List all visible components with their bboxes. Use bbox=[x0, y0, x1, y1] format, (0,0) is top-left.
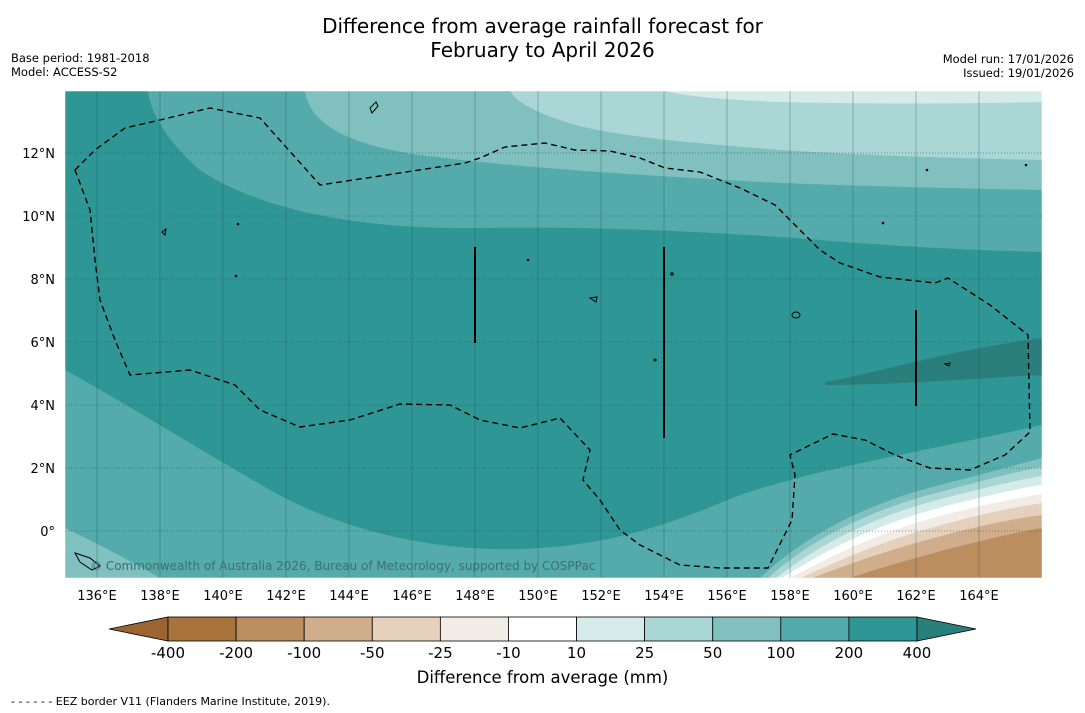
colorbar-tick-label: -10 bbox=[496, 644, 521, 662]
lon-tick-label: 136°E bbox=[77, 589, 117, 604]
colorbar-tick-label: -25 bbox=[428, 644, 453, 662]
colorbar-tick-label: -50 bbox=[360, 644, 385, 662]
lon-tick-label: 140°E bbox=[203, 589, 243, 604]
lat-tick-label: 10°N bbox=[22, 210, 55, 225]
colorbar-tick-label: 400 bbox=[903, 644, 932, 662]
colorbar-bin bbox=[712, 616, 782, 642]
chart-title: Difference from average rainfall forecas… bbox=[0, 14, 1085, 62]
model-name: Model: ACCESS-S2 bbox=[11, 65, 118, 79]
eez-border bbox=[74, 107, 1031, 569]
lon-tick-label: 150°E bbox=[518, 589, 558, 604]
lon-tick-label: 144°E bbox=[329, 589, 369, 604]
colorbar-tick-label: 100 bbox=[766, 644, 795, 662]
map-frame bbox=[64, 90, 1043, 579]
colorbar-bin bbox=[439, 616, 509, 642]
lon-tick-label: 162°E bbox=[896, 589, 936, 604]
contour-50-100-west bbox=[65, 528, 160, 578]
colorbar-bin bbox=[576, 616, 646, 642]
lon-tick-label: 138°E bbox=[140, 589, 180, 604]
colorbar-tick-label: -200 bbox=[219, 644, 253, 662]
lat-tick-label: 2°N bbox=[31, 462, 56, 477]
lon-tick-label: 154°E bbox=[644, 589, 684, 604]
colorbar-bin bbox=[780, 616, 850, 642]
islands bbox=[73, 101, 1028, 571]
colorbar-bin bbox=[235, 616, 305, 642]
lon-tick-label: 152°E bbox=[581, 589, 621, 604]
lat-tick-label: 8°N bbox=[31, 273, 56, 288]
colorbar-bin bbox=[167, 616, 237, 642]
lon-tick-label: 160°E bbox=[833, 589, 873, 604]
colorbar-tick-label: -400 bbox=[151, 644, 185, 662]
rainfall-contours bbox=[65, 91, 1042, 578]
title-line-1: Difference from average rainfall forecas… bbox=[322, 14, 763, 38]
lon-tick-label: 148°E bbox=[455, 589, 495, 604]
colorbar-bin bbox=[371, 616, 441, 642]
contour-25-50-north bbox=[510, 91, 1042, 160]
issued-date: Issued: 19/01/2026 bbox=[963, 66, 1074, 80]
base-info: Base period: 1981-2018 Model: ACCESS-S2 bbox=[11, 51, 150, 79]
colorbar-tick-label: -100 bbox=[287, 644, 321, 662]
colorbar-tick-label: 10 bbox=[567, 644, 586, 662]
colorbar-title: Difference from average (mm) bbox=[416, 668, 669, 687]
contour-10-25-north bbox=[665, 91, 1042, 104]
colorbar-bin bbox=[303, 616, 373, 642]
map-copyright: © Commonwealth of Australia 2026, Bureau… bbox=[90, 559, 595, 573]
lon-tick-label: 164°E bbox=[959, 589, 999, 604]
contour-above-400 bbox=[825, 338, 1042, 385]
colorbar-extend-high bbox=[916, 616, 977, 642]
latitude-labels: 12°N 10°N 8°N 6°N 4°N 2°N 0° bbox=[22, 147, 55, 540]
lon-tick-label: 156°E bbox=[707, 589, 747, 604]
lat-tick-label: 6°N bbox=[31, 336, 56, 351]
run-info: Model run: 17/01/2026 Issued: 19/01/2026 bbox=[943, 52, 1074, 80]
colorbar-extend-low bbox=[108, 616, 169, 642]
model-run: Model run: 17/01/2026 bbox=[942, 52, 1074, 66]
title-line-2: February to April 2026 bbox=[430, 38, 655, 62]
contour-100-200-south bbox=[65, 370, 1042, 578]
colorbar-bin bbox=[644, 616, 714, 642]
lat-tick-label: 12°N bbox=[22, 147, 55, 162]
lon-tick-label: 142°E bbox=[266, 589, 306, 604]
colorbar-bin bbox=[848, 616, 918, 642]
lon-tick-label: 158°E bbox=[770, 589, 810, 604]
lat-tick-label: 4°N bbox=[31, 399, 56, 414]
latitude-gridlines bbox=[65, 152, 1042, 532]
colorbar-tick-label: 200 bbox=[835, 644, 864, 662]
contour-minus200-minus100 bbox=[850, 528, 1042, 578]
base-period: Base period: 1981-2018 bbox=[11, 51, 150, 65]
colorbar-bin bbox=[508, 616, 577, 642]
colorbar: -400 -200 -100 -50 -25 -10 10 25 50 100 200 400 bbox=[108, 616, 977, 662]
colorbar-tick-label: 25 bbox=[635, 644, 654, 662]
eez-footnote: - - - - - - EEZ border V11 (Flanders Mar… bbox=[11, 695, 330, 708]
lon-tick-label: 146°E bbox=[392, 589, 432, 604]
colorbar-tick-label: 50 bbox=[703, 644, 722, 662]
longitude-labels: 136°E 138°E 140°E 142°E 144°E 146°E 148°E 150°E… bbox=[77, 589, 999, 604]
lat-tick-label: 0° bbox=[40, 525, 55, 540]
